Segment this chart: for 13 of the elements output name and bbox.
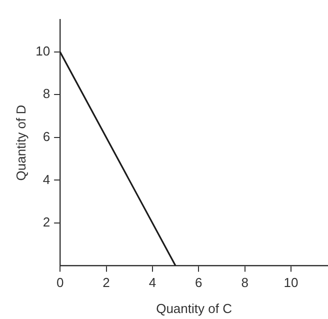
- y-tick-label: 8: [42, 86, 50, 102]
- y-tick-label: 6: [42, 129, 50, 144]
- y-tick-label: 4: [42, 172, 50, 187]
- x-tick-label: 4: [148, 275, 156, 290]
- x-tick-label: 2: [102, 275, 110, 290]
- x-tick-label: 10: [284, 275, 298, 290]
- x-tick-label: 6: [195, 275, 202, 290]
- y-tick-label: 2: [42, 214, 50, 230]
- y-tick-label: 10: [36, 43, 50, 58]
- y-axis-title: Quantity of D: [13, 104, 28, 181]
- x-axis-title: Quantity of C: [156, 300, 232, 316]
- x-tick-label: 8: [241, 275, 248, 290]
- x-tick-label: 0: [56, 275, 64, 290]
